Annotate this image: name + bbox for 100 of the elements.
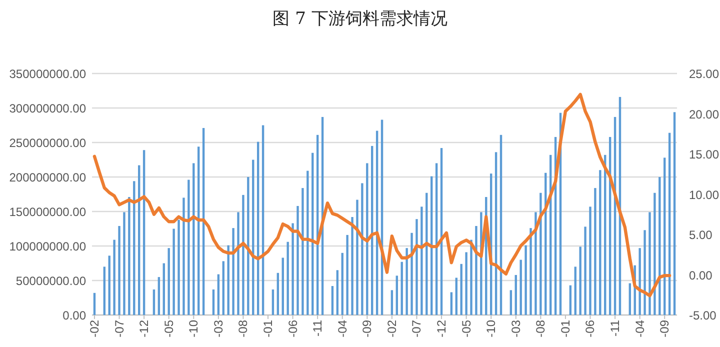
y2-tick-label: 5.00: [689, 228, 713, 242]
bar: [530, 228, 532, 315]
bar: [331, 286, 334, 315]
bar: [286, 242, 289, 315]
x-tick-label: -05: [459, 320, 474, 338]
bar: [644, 230, 646, 315]
bar: [470, 240, 472, 315]
y-tick-label: 300000000.00: [9, 102, 86, 116]
bar: [594, 188, 596, 315]
x-tick-label: -08: [534, 320, 548, 338]
bar: [420, 206, 423, 315]
bar: [282, 258, 284, 315]
bar: [227, 245, 230, 315]
y-tick-label: 150000000.00: [9, 205, 86, 219]
bar: [272, 289, 274, 315]
x-tick-label: -12: [434, 320, 449, 338]
x-tick-label: -02: [87, 320, 102, 338]
y2-tick-label: 20.00: [689, 107, 720, 122]
bar: [232, 228, 234, 315]
bar: [390, 290, 394, 315]
x-tick-label: -04: [335, 320, 350, 338]
bar: [118, 226, 120, 315]
y2-tick-label: 15.00: [689, 148, 720, 162]
bar: [574, 266, 576, 315]
x-tick-label: -03: [508, 320, 523, 338]
bar: [589, 206, 592, 315]
bar: [673, 112, 676, 315]
bar: [306, 170, 309, 315]
y-tick-label: 100000000.00: [9, 240, 86, 254]
x-tick-label: -07: [112, 320, 126, 338]
bar: [276, 272, 280, 315]
bar: [188, 180, 190, 315]
bar: [222, 261, 224, 315]
y2-tick-label: 10.00: [689, 188, 720, 202]
bar: [168, 248, 170, 315]
x-tick-label: -06: [583, 320, 598, 338]
bar: [599, 170, 602, 315]
x-tick-label: -01: [260, 320, 275, 338]
bar: [123, 212, 126, 315]
y2-tick-label: 0.00: [689, 268, 713, 282]
x-tick-label: -11: [310, 320, 325, 336]
bar: [654, 192, 656, 315]
x-tick-label: -05: [162, 320, 176, 338]
x-tick-label: -10: [186, 320, 201, 338]
bar: [247, 177, 250, 315]
bar: [212, 289, 215, 315]
bar: [346, 234, 348, 315]
bar: [584, 226, 586, 315]
bar: [569, 285, 572, 315]
bar: [336, 270, 339, 315]
bar: [450, 292, 453, 315]
x-tick-label: -11: [608, 320, 622, 336]
bar: [460, 264, 462, 315]
bar: [296, 206, 299, 315]
bar: [510, 290, 512, 315]
bar: [356, 200, 358, 315]
bar: [628, 283, 632, 315]
bar: [217, 274, 220, 315]
bar: [396, 276, 398, 315]
bar: [361, 183, 364, 315]
y2-tick-label: 25.00: [689, 67, 720, 81]
y-tick-label: 200000000.00: [9, 170, 86, 184]
x-tick-label: -02: [384, 320, 399, 338]
bar: [534, 212, 537, 315]
bar: [341, 252, 344, 315]
bar: [579, 246, 582, 315]
bar: [648, 212, 651, 315]
bar: [455, 278, 458, 315]
bar: [638, 248, 641, 315]
bar: [158, 277, 160, 315]
y-tick-label: 50000000.00: [16, 274, 86, 288]
bar: [93, 292, 96, 315]
x-tick-label: -01: [558, 320, 572, 338]
bar: [400, 262, 403, 315]
x-tick-label: -09: [360, 320, 374, 338]
bar: [128, 197, 130, 315]
bar: [152, 289, 156, 315]
y-tick-label: 0.00: [62, 308, 86, 322]
bar: [113, 240, 116, 315]
line-series: [92, 92, 672, 298]
x-tick-label: -07: [410, 320, 424, 338]
bar: [475, 226, 478, 315]
bar: [540, 192, 542, 315]
bar: [103, 266, 106, 315]
x-tick-label: -04: [632, 320, 647, 338]
bar: [514, 274, 517, 315]
bar: [182, 198, 185, 315]
y2-tick-label: -5.00: [689, 308, 717, 322]
y-tick-label: 250000000.00: [9, 136, 86, 150]
x-tick-label: -06: [286, 320, 300, 338]
x-tick-label: -08: [236, 320, 250, 338]
chart-title: 图 7 下游饲料需求情况: [272, 9, 448, 29]
bar: [237, 212, 240, 315]
x-tick-label: -10: [484, 320, 498, 338]
bar: [178, 220, 180, 315]
bar: [242, 194, 244, 315]
bar: [410, 232, 413, 315]
bar: [406, 248, 408, 315]
x-tick-label: -12: [137, 320, 152, 338]
bar: [465, 252, 468, 315]
